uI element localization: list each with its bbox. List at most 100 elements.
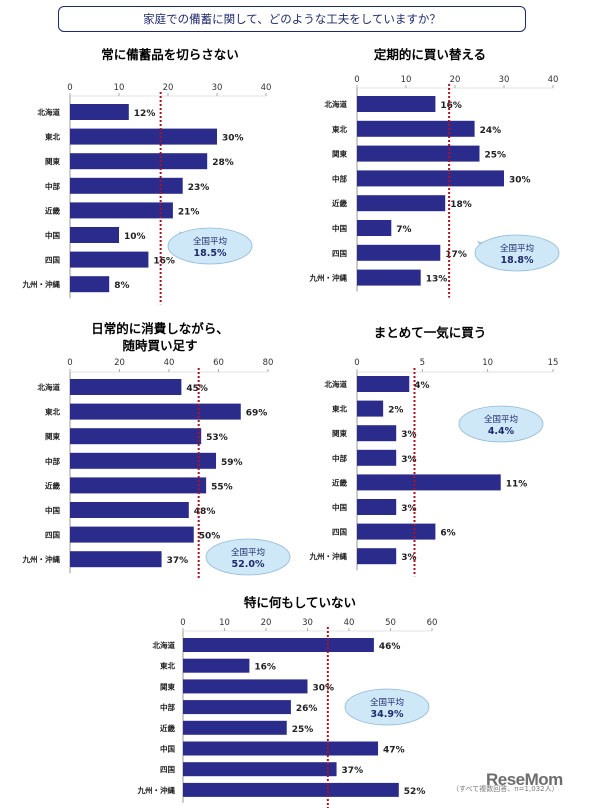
x-tick-label: 30: [212, 83, 223, 93]
bar: [183, 782, 399, 797]
category-label: 北海道: [38, 382, 61, 392]
value-label: 30%: [509, 175, 531, 185]
bar: [183, 638, 374, 652]
category-label: 東北: [45, 407, 60, 417]
average-value-label: 18.8%: [501, 255, 534, 266]
value-label: 16%: [440, 101, 462, 111]
bar: [183, 658, 250, 673]
category-label: 北海道: [325, 379, 348, 389]
value-label: 13%: [426, 275, 448, 285]
bar: [357, 474, 501, 491]
value-label: 53%: [206, 433, 228, 443]
x-tick-label: 15: [548, 358, 559, 368]
x-tick-label: 10: [482, 358, 493, 368]
value-label: 17%: [445, 250, 467, 260]
value-label: 4%: [414, 381, 429, 391]
average-label: 全国平均: [193, 236, 227, 247]
category-label: 関東: [332, 428, 347, 438]
value-label: 2%: [388, 406, 403, 416]
bar: [357, 195, 446, 212]
value-label: 45%: [186, 384, 208, 394]
chart-title-line: 定期的に買い替える: [373, 47, 487, 62]
value-label: 3%: [401, 553, 416, 563]
value-label: 3%: [401, 504, 416, 514]
category-label: 近畿: [332, 477, 347, 487]
x-tick-label: 40: [164, 358, 175, 368]
callout-bubble: [205, 538, 291, 576]
category-label: 中部: [332, 173, 347, 183]
average-value-label: 4.4%: [488, 426, 515, 437]
value-label: 3%: [401, 430, 416, 440]
bar: [183, 741, 379, 756]
bar: [70, 104, 129, 120]
x-tick-label: 0: [354, 75, 359, 85]
value-label: 47%: [383, 746, 405, 756]
average-value-label: 34.9%: [371, 709, 404, 720]
category-label: 四国: [45, 255, 60, 265]
category-label: 中国: [160, 744, 175, 754]
bar: [357, 220, 392, 236]
footnote: （すべて複数回答、n=1,032人）: [452, 785, 559, 793]
x-tick-label: 60: [427, 618, 438, 628]
bar: [357, 449, 397, 466]
value-label: 8%: [114, 281, 129, 291]
chart-title-line: 日常的に消費しながら、: [91, 321, 229, 336]
bar: [183, 720, 287, 735]
category-label: 中国: [45, 230, 60, 240]
value-label: 37%: [167, 556, 189, 566]
category-label: 東北: [160, 661, 175, 671]
value-label: 48%: [194, 507, 216, 517]
category-label: 関東: [332, 149, 347, 159]
x-tick-label: 0: [354, 358, 359, 368]
average-label: 全国平均: [231, 547, 265, 558]
category-label: 中部: [332, 453, 347, 463]
value-label: 10%: [124, 232, 146, 242]
chart-title-1: 常に備蓄品を切らさない: [70, 46, 270, 63]
average-label: 全国平均: [500, 243, 534, 254]
x-tick-label: 10: [114, 83, 125, 93]
bar: [357, 499, 397, 515]
x-tick-label: 50: [385, 618, 396, 628]
value-label: 59%: [221, 458, 243, 468]
bar: [70, 379, 182, 395]
x-tick-label: 10: [401, 75, 412, 85]
bar: [357, 96, 436, 112]
category-label: 関東: [45, 156, 60, 166]
x-tick-label: 0: [67, 358, 72, 368]
category-label: 九州・沖縄: [22, 279, 61, 289]
value-label: 3%: [401, 455, 416, 465]
x-tick-label: 80: [263, 358, 274, 368]
chart-title-line: 特に何もしていない: [243, 595, 357, 610]
value-label: 30%: [222, 134, 244, 144]
bar: [357, 376, 410, 392]
chart-title-5: 特に何もしていない: [200, 594, 400, 611]
category-label: 中部: [45, 181, 60, 191]
value-label: 12%: [134, 109, 156, 119]
value-label: 25%: [485, 151, 507, 161]
value-label: 37%: [342, 766, 364, 776]
bar: [70, 452, 217, 469]
value-label: 18%: [450, 200, 472, 210]
x-tick-label: 20: [163, 83, 174, 93]
value-label: 16%: [153, 257, 175, 267]
category-label: 九州・沖縄: [22, 554, 61, 564]
category-label: 中部: [45, 456, 60, 466]
category-label: 四国: [45, 530, 60, 540]
main-title: 家庭での備蓄に関して、どのような工夫をしていますか？: [58, 6, 526, 32]
category-label: 関東: [160, 681, 175, 691]
bar: [70, 227, 119, 243]
x-tick-label: 40: [548, 75, 559, 85]
bar: [183, 700, 291, 715]
resemom-logo: ReseMom: [486, 770, 563, 789]
value-label: 25%: [292, 725, 314, 735]
bar: [183, 679, 308, 694]
bar: [357, 523, 436, 540]
value-label: 28%: [212, 158, 234, 168]
value-label: 21%: [178, 207, 200, 217]
x-tick-label: 5: [420, 358, 425, 368]
chart-title-3: 日常的に消費しながら、 随時買い足す: [60, 320, 260, 354]
